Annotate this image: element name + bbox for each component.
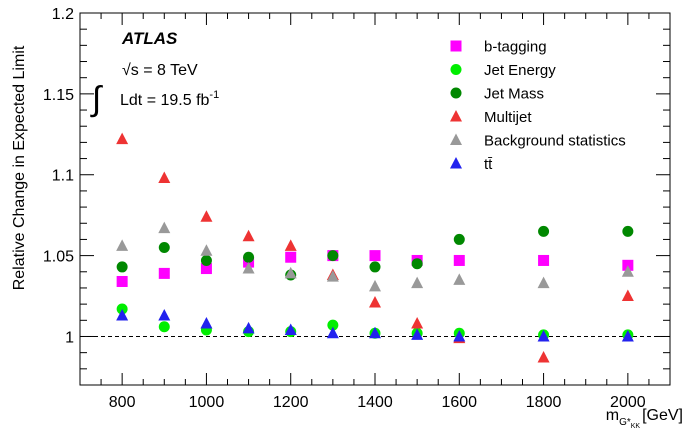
legend-marker <box>450 133 462 145</box>
data-point <box>158 221 171 234</box>
data-point <box>453 233 465 245</box>
data-point <box>285 251 297 263</box>
data-point <box>538 254 550 266</box>
data-point <box>538 225 550 237</box>
legend-label: Multijet <box>484 109 532 126</box>
lumi-label: Ldt = 19.5 fb-1 <box>120 89 219 109</box>
x-tick-label: 1400 <box>357 394 393 411</box>
x-tick-label: 2000 <box>610 394 646 411</box>
x-axis-label-sub: G* <box>619 417 631 428</box>
legend-label: b-tagging <box>484 39 547 56</box>
y-tick-label: 1.15 <box>43 87 74 104</box>
data-point <box>158 267 170 279</box>
data-point <box>116 239 129 251</box>
y-axis-label: Relative Change in Expected Limit <box>11 45 28 290</box>
data-point <box>116 275 128 287</box>
y-tick-label: 1.05 <box>43 249 74 266</box>
legend: b-tagging Jet Energy Jet Mass Multijet Backg… <box>450 39 626 173</box>
data-point <box>200 263 212 275</box>
data-point <box>621 289 634 302</box>
legend-label: Jet Energy <box>484 62 556 79</box>
x-axis-label-main: m <box>606 407 619 424</box>
data-point <box>242 321 255 334</box>
data-point <box>158 171 171 183</box>
x-tick-label: 800 <box>109 394 136 411</box>
x-tick-label: 1800 <box>526 394 562 411</box>
data-point <box>158 308 171 321</box>
data-point <box>200 244 213 256</box>
x-axis-label: mG*KK[GeV] <box>606 407 683 430</box>
data-point <box>453 273 466 285</box>
data-point <box>411 328 424 340</box>
data-point <box>243 251 255 263</box>
data-point <box>327 250 339 262</box>
y-tick-label: 1 <box>65 329 74 346</box>
data-point <box>326 326 339 339</box>
data-point <box>116 261 128 273</box>
integral-symbol: ∫ <box>90 80 103 118</box>
legend-marker <box>450 110 462 122</box>
data-point <box>537 276 550 289</box>
data-point <box>369 326 381 339</box>
data-point <box>537 329 550 342</box>
x-axis-label-subsub: KK <box>631 423 641 430</box>
y-tick-label: 1.2 <box>52 6 74 23</box>
data-point <box>116 132 129 145</box>
legend-marker <box>450 64 462 75</box>
data-point <box>326 270 339 282</box>
data-point <box>158 242 170 254</box>
legend-label: Background statistics <box>484 133 626 150</box>
data-point <box>621 329 634 342</box>
data-point <box>200 210 213 222</box>
x-axis-label-unit: [GeV] <box>642 407 683 424</box>
experiment-label: ATLAS <box>121 29 178 48</box>
x-tick-label: 1200 <box>273 394 309 411</box>
x-tick-label: 1000 <box>189 394 225 411</box>
data-point <box>369 261 381 273</box>
data-point <box>369 250 381 262</box>
data-point <box>537 351 550 363</box>
data-point <box>242 229 255 242</box>
data-point <box>200 317 213 329</box>
legend-marker <box>450 87 462 99</box>
data-point <box>284 239 297 251</box>
lumi-exponent: -1 <box>209 89 219 101</box>
data-point <box>327 319 339 331</box>
data-point <box>158 321 170 333</box>
legend-marker <box>450 40 462 52</box>
data-point <box>453 254 465 266</box>
legend-label: tt̄ <box>484 156 493 173</box>
data-point <box>453 329 466 342</box>
data-point <box>116 308 129 321</box>
data-point <box>411 258 423 270</box>
legend-label: Jet Mass <box>484 86 544 103</box>
x-tick-label: 1600 <box>441 394 477 411</box>
lumi-label-text: Ldt = 19.5 fb <box>120 92 210 109</box>
data-point <box>411 317 424 329</box>
data-point <box>369 279 381 292</box>
data-point <box>622 225 634 237</box>
energy-label: √s = 8 TeV <box>122 62 198 79</box>
legend-marker <box>450 157 462 169</box>
data-point <box>284 323 297 336</box>
data-point <box>200 254 212 266</box>
data-point <box>411 276 424 289</box>
data-point <box>242 262 255 274</box>
data-point <box>284 266 297 279</box>
data-point <box>369 296 381 308</box>
y-tick-label: 1.1 <box>52 168 74 185</box>
data-point <box>621 265 634 277</box>
